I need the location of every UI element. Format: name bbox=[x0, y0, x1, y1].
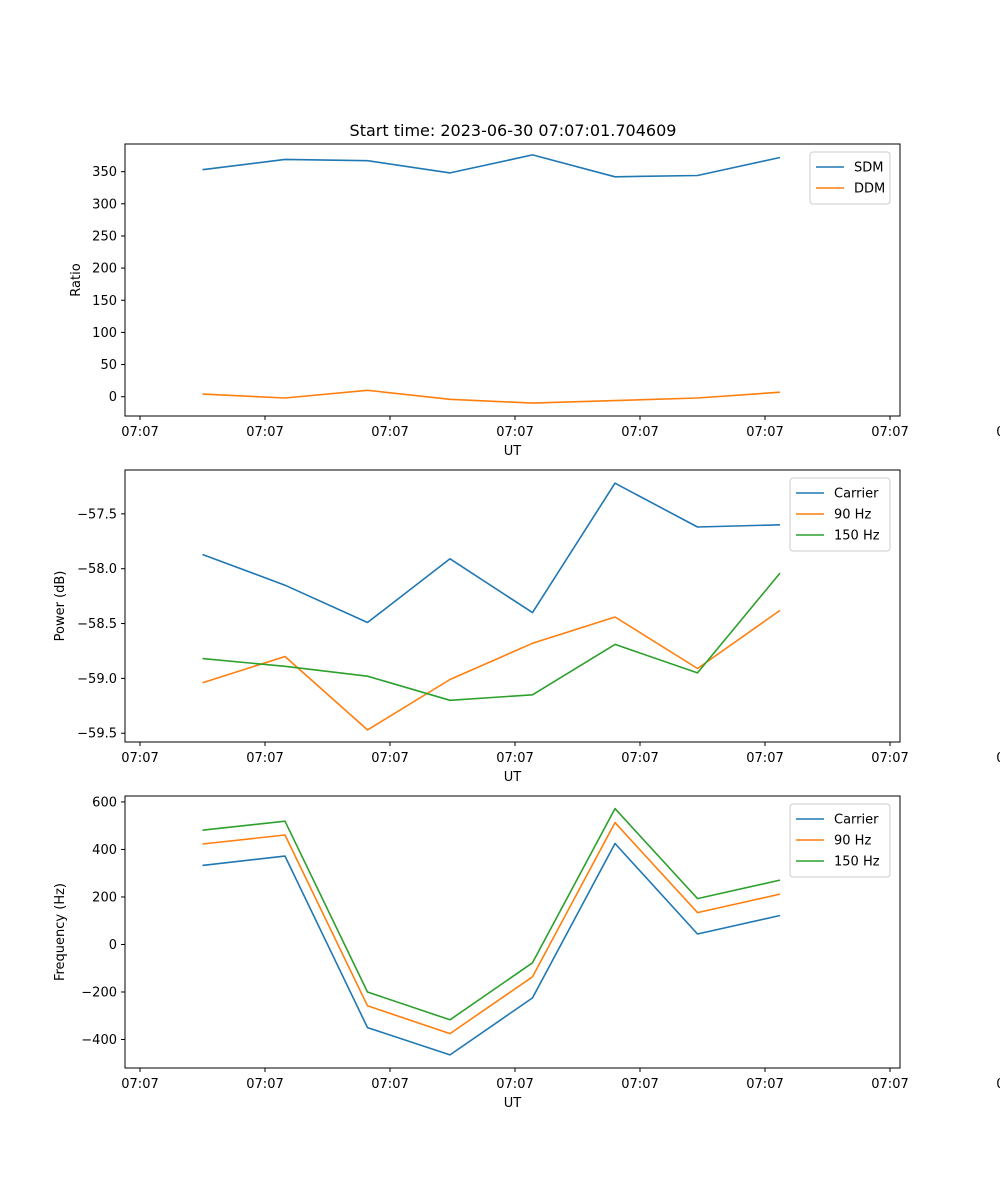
x-tick-label: 07:08 bbox=[996, 751, 1000, 766]
x-tick-label: 07:07 bbox=[121, 1077, 158, 1092]
legend: SDM DDM bbox=[809, 151, 891, 205]
x-tick-label: 07:07 bbox=[746, 1077, 783, 1092]
y-tick-label: −58.5 bbox=[77, 617, 117, 632]
frequency-panel: 07:07 07:07 07:07 07:07 07:07 07:07 07:07 07:08… bbox=[53, 795, 1000, 1111]
legend-box bbox=[809, 151, 891, 205]
y-tick-label: 0 bbox=[109, 390, 117, 405]
y-tick-label: 200 bbox=[92, 890, 117, 905]
legend-label: 150 Hz bbox=[834, 855, 880, 870]
x-tick-label: 07:07 bbox=[246, 751, 283, 766]
x-tick-label: 07:07 bbox=[871, 425, 908, 440]
x-tick-label: 07:07 bbox=[246, 425, 283, 440]
y-tick-label: 600 bbox=[92, 795, 117, 810]
series-line-150-hz bbox=[202, 807, 781, 1021]
x-tick-label: 07:07 bbox=[496, 751, 533, 766]
x-tick-label: 07:07 bbox=[371, 751, 408, 766]
axes-frame bbox=[124, 795, 901, 1069]
y-tick-label: 400 bbox=[92, 843, 117, 858]
x-axis-label: UT bbox=[504, 444, 522, 459]
legend-label: 150 Hz bbox=[834, 529, 880, 544]
x-tick-label: 07:07 bbox=[121, 425, 158, 440]
y-tick-label: 150 bbox=[92, 294, 117, 309]
x-tick-label: 07:07 bbox=[746, 751, 783, 766]
legend-box bbox=[789, 803, 891, 878]
x-tick-label: 07:07 bbox=[371, 1077, 408, 1092]
x-tick-label: 07:07 bbox=[496, 425, 533, 440]
x-tick-label: 07:07 bbox=[871, 751, 908, 766]
x-tick-label: 07:07 bbox=[371, 425, 408, 440]
series-line-150-hz bbox=[202, 572, 781, 702]
x-axis-label: UT bbox=[504, 1096, 522, 1111]
y-tick-label: −200 bbox=[81, 985, 117, 1000]
axes-frame bbox=[124, 469, 901, 743]
y-tick-label: 300 bbox=[92, 197, 117, 212]
x-tick-label: 07:08 bbox=[996, 1077, 1000, 1092]
y-axis-label: Frequency (Hz) bbox=[53, 883, 68, 981]
series-line-carrier bbox=[202, 842, 781, 1056]
x-tick-label: 07:07 bbox=[496, 1077, 533, 1092]
y-tick-label: −400 bbox=[81, 1033, 117, 1048]
x-tick-label: 07:07 bbox=[621, 1077, 658, 1092]
series-line-ddm bbox=[202, 389, 781, 404]
legend: Carrier 90 Hz 150 Hz bbox=[789, 803, 891, 878]
legend-label: 90 Hz bbox=[834, 834, 871, 849]
power-panel: 07:07 07:07 07:07 07:07 07:07 07:07 07:07 07:08… bbox=[53, 469, 1000, 785]
series-line-90-hz bbox=[202, 821, 781, 1035]
legend-label: DDM bbox=[854, 182, 885, 197]
y-tick-label: 200 bbox=[92, 262, 117, 277]
y-tick-label: −58.0 bbox=[77, 562, 117, 577]
y-tick-label: −57.5 bbox=[77, 507, 117, 522]
x-tick-label: 07:07 bbox=[746, 425, 783, 440]
x-tick-label: 07:08 bbox=[996, 425, 1000, 440]
y-tick-label: 250 bbox=[92, 229, 117, 244]
x-tick-label: 07:07 bbox=[871, 1077, 908, 1092]
y-tick-label: −59.5 bbox=[77, 727, 117, 742]
x-tick-label: 07:07 bbox=[621, 751, 658, 766]
y-tick-label: 100 bbox=[92, 326, 117, 341]
y-tick-label: 0 bbox=[109, 938, 117, 953]
x-axis-label: UT bbox=[504, 770, 522, 785]
legend-label: 90 Hz bbox=[834, 508, 871, 523]
legend-label: Carrier bbox=[834, 487, 879, 502]
y-axis-label: Power (dB) bbox=[53, 571, 68, 642]
chart-title: Start time: 2023-06-30 07:07:01.704609 bbox=[350, 121, 677, 140]
y-axis-label: Ratio bbox=[69, 263, 84, 296]
series-line-sdm bbox=[202, 154, 781, 178]
x-tick-label: 07:07 bbox=[621, 425, 658, 440]
legend-box bbox=[789, 477, 891, 552]
x-tick-label: 07:07 bbox=[246, 1077, 283, 1092]
axes-frame bbox=[124, 143, 901, 417]
series-line-carrier bbox=[202, 482, 781, 624]
legend: Carrier 90 Hz 150 Hz bbox=[789, 477, 891, 552]
x-tick-label: 07:07 bbox=[121, 751, 158, 766]
legend-label: Carrier bbox=[834, 813, 879, 828]
y-tick-label: 350 bbox=[92, 165, 117, 180]
y-tick-label: −59.0 bbox=[77, 672, 117, 687]
legend-label: SDM bbox=[854, 161, 883, 176]
y-tick-label: 50 bbox=[100, 358, 117, 373]
ratio-panel: 07:07 07:07 07:07 07:07 07:07 07:07 07:07 07:08… bbox=[69, 143, 1000, 459]
